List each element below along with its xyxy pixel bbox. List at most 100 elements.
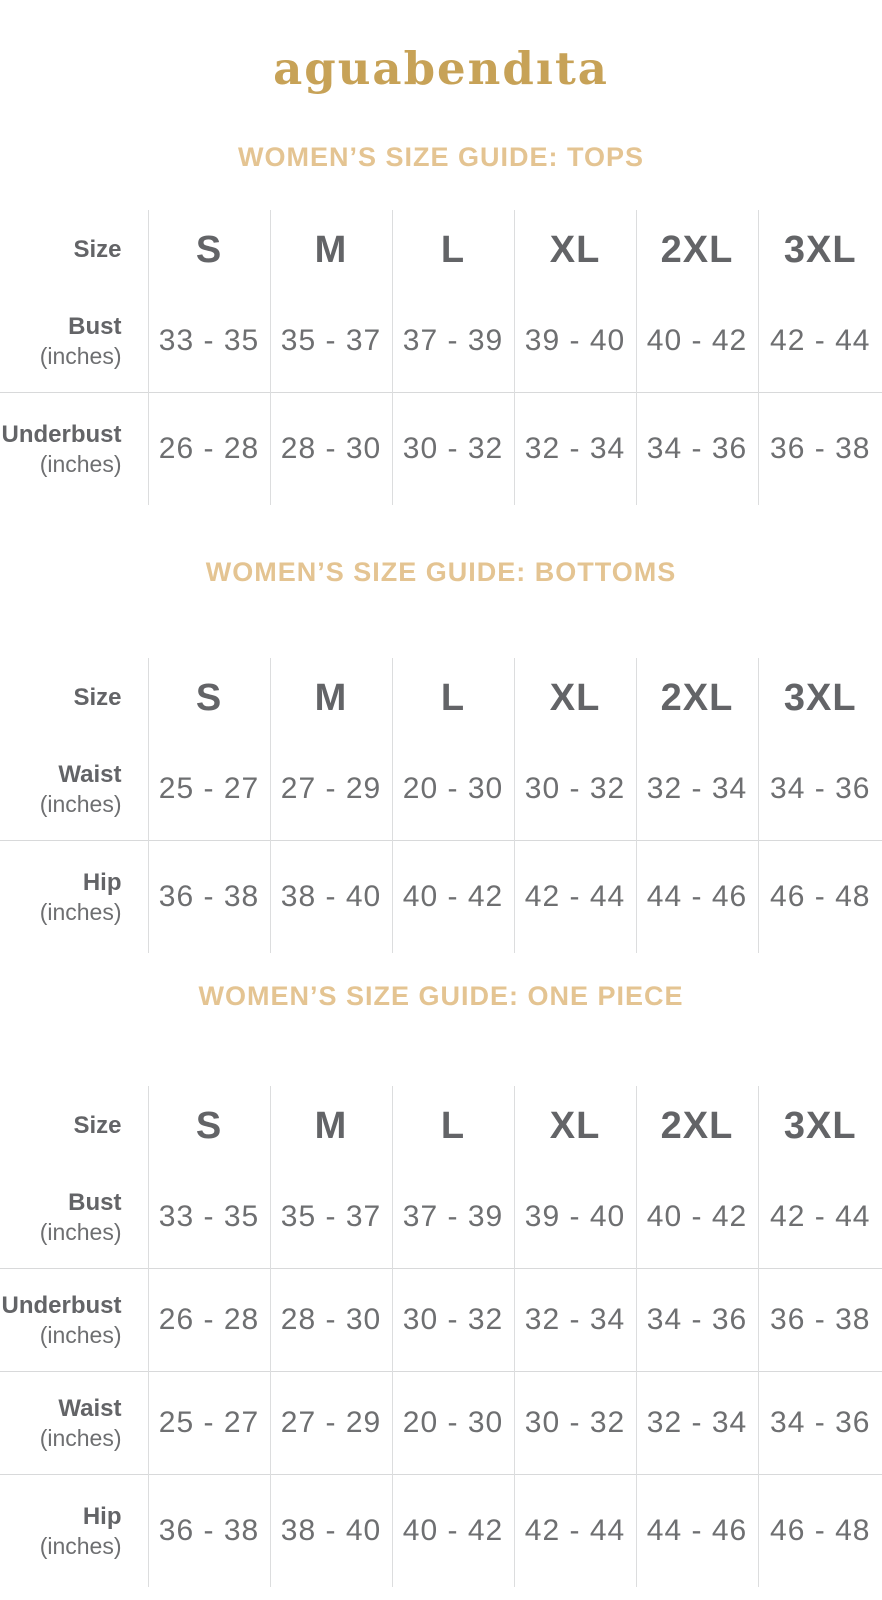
size-column-header-m: M [269,210,392,291]
cell-value: 35 - 37 [269,290,392,393]
row-label-hip: Hip [82,1502,122,1530]
size-column-header-2xl: 2XL [635,1086,758,1167]
cell-value: 38 - 40 [269,1474,392,1588]
table-row-bust: Bust (inches) 33 - 35 35 - 37 37 - 39 39… [0,290,882,393]
cell-value: 40 - 42 [391,1474,514,1588]
heading-size-guide-tops: WOMEN’S SIZE GUIDE: TOPS [237,142,645,172]
table-header-row: Size S M L XL 2XL 3XL [0,1086,882,1167]
cell-value: 32 - 34 [513,1268,636,1372]
size-table-bottoms: Size S M L XL 2XL 3XL Waist (inches) 25 … [0,658,882,954]
cell-value: 34 - 36 [757,738,882,841]
brand-logo: aguabendıta [273,42,609,95]
cell-value: 36 - 38 [757,392,882,506]
size-column-header-l: L [391,210,514,291]
row-label-underbust: Underbust [1,1291,122,1319]
size-column-header-xl: XL [513,658,636,739]
size-column-header-s: S [147,658,270,739]
cell-value: 30 - 32 [513,738,636,841]
size-corner-label: Size [73,236,122,264]
cell-value: 46 - 48 [757,840,882,954]
cell-value: 37 - 39 [391,1166,514,1269]
cell-value: 42 - 44 [757,290,882,393]
row-unit: (inches) [39,898,122,925]
cell-value: 40 - 42 [391,840,514,954]
size-column-header-3xl: 3XL [757,210,882,291]
cell-value: 28 - 30 [269,392,392,506]
cell-value: 27 - 29 [269,738,392,841]
cell-value: 20 - 30 [391,1371,514,1475]
cell-value: 30 - 32 [391,1268,514,1372]
size-column-header-l: L [391,658,514,739]
row-unit: (inches) [39,1321,122,1348]
size-table-one-piece: Size S M L XL 2XL 3XL Bust (inches) 33 -… [0,1086,882,1588]
size-column-header-3xl: 3XL [757,658,882,739]
size-column-header-s: S [147,1086,270,1167]
cell-value: 37 - 39 [391,290,514,393]
row-label-bust: Bust [68,1188,122,1216]
cell-value: 44 - 46 [635,1474,758,1588]
table-row-waist: Waist (inches) 25 - 27 27 - 29 20 - 30 3… [0,738,882,841]
cell-value: 36 - 38 [147,840,270,954]
table-row-underbust: Underbust (inches) 26 - 28 28 - 30 30 - … [0,1268,882,1372]
row-label-bust: Bust [68,312,122,340]
table-row-underbust: Underbust (inches) 26 - 28 28 - 30 30 - … [0,392,882,506]
size-table-tops: Size S M L XL 2XL 3XL Bust (inches) 33 -… [0,210,882,506]
cell-value: 25 - 27 [147,738,270,841]
cell-value: 30 - 32 [513,1371,636,1475]
row-label-waist: Waist [58,1394,122,1422]
row-unit: (inches) [39,450,122,477]
table-row-hip: Hip (inches) 36 - 38 38 - 40 40 - 42 42 … [0,840,882,954]
cell-value: 34 - 36 [757,1371,882,1475]
size-corner-label: Size [73,1112,122,1140]
row-unit: (inches) [39,1218,122,1245]
cell-value: 44 - 46 [635,840,758,954]
row-label-waist: Waist [58,760,122,788]
size-column-header-xl: XL [513,1086,636,1167]
cell-value: 26 - 28 [147,392,270,506]
cell-value: 28 - 30 [269,1268,392,1372]
size-corner-label: Size [73,684,122,712]
cell-value: 40 - 42 [635,1166,758,1269]
cell-value: 32 - 34 [513,392,636,506]
cell-value: 26 - 28 [147,1268,270,1372]
cell-value: 35 - 37 [269,1166,392,1269]
size-column-header-3xl: 3XL [757,1086,882,1167]
size-column-header-l: L [391,1086,514,1167]
size-column-header-m: M [269,1086,392,1167]
cell-value: 30 - 32 [391,392,514,506]
table-row-hip: Hip (inches) 36 - 38 38 - 40 40 - 42 42 … [0,1474,882,1588]
table-header-row: Size S M L XL 2XL 3XL [0,658,882,739]
cell-value: 33 - 35 [147,290,270,393]
cell-value: 32 - 34 [635,1371,758,1475]
row-unit: (inches) [39,342,122,369]
cell-value: 39 - 40 [513,290,636,393]
table-row-waist: Waist (inches) 25 - 27 27 - 29 20 - 30 3… [0,1371,882,1475]
size-column-header-s: S [147,210,270,291]
cell-value: 42 - 44 [513,1474,636,1588]
row-label-hip: Hip [82,868,122,896]
cell-value: 32 - 34 [635,738,758,841]
size-column-header-m: M [269,658,392,739]
cell-value: 42 - 44 [513,840,636,954]
cell-value: 34 - 36 [635,1268,758,1372]
cell-value: 20 - 30 [391,738,514,841]
size-column-header-2xl: 2XL [635,658,758,739]
cell-value: 27 - 29 [269,1371,392,1475]
table-row-bust: Bust (inches) 33 - 35 35 - 37 37 - 39 39… [0,1166,882,1269]
row-unit: (inches) [39,1532,122,1559]
heading-size-guide-one-piece: WOMEN’S SIZE GUIDE: ONE PIECE [198,981,684,1012]
cell-value: 25 - 27 [147,1371,270,1475]
row-unit: (inches) [39,1424,122,1451]
cell-value: 46 - 48 [757,1474,882,1588]
cell-value: 36 - 38 [757,1268,882,1372]
cell-value: 34 - 36 [635,392,758,506]
size-column-header-2xl: 2XL [635,210,758,291]
heading-size-guide-bottoms: WOMEN’S SIZE GUIDE: BOTTOMS [205,557,677,588]
table-header-row: Size S M L XL 2XL 3XL [0,210,882,291]
cell-value: 40 - 42 [635,290,758,393]
cell-value: 33 - 35 [147,1166,270,1269]
cell-value: 36 - 38 [147,1474,270,1588]
cell-value: 42 - 44 [757,1166,882,1269]
cell-value: 39 - 40 [513,1166,636,1269]
row-label-underbust: Underbust [1,420,122,448]
